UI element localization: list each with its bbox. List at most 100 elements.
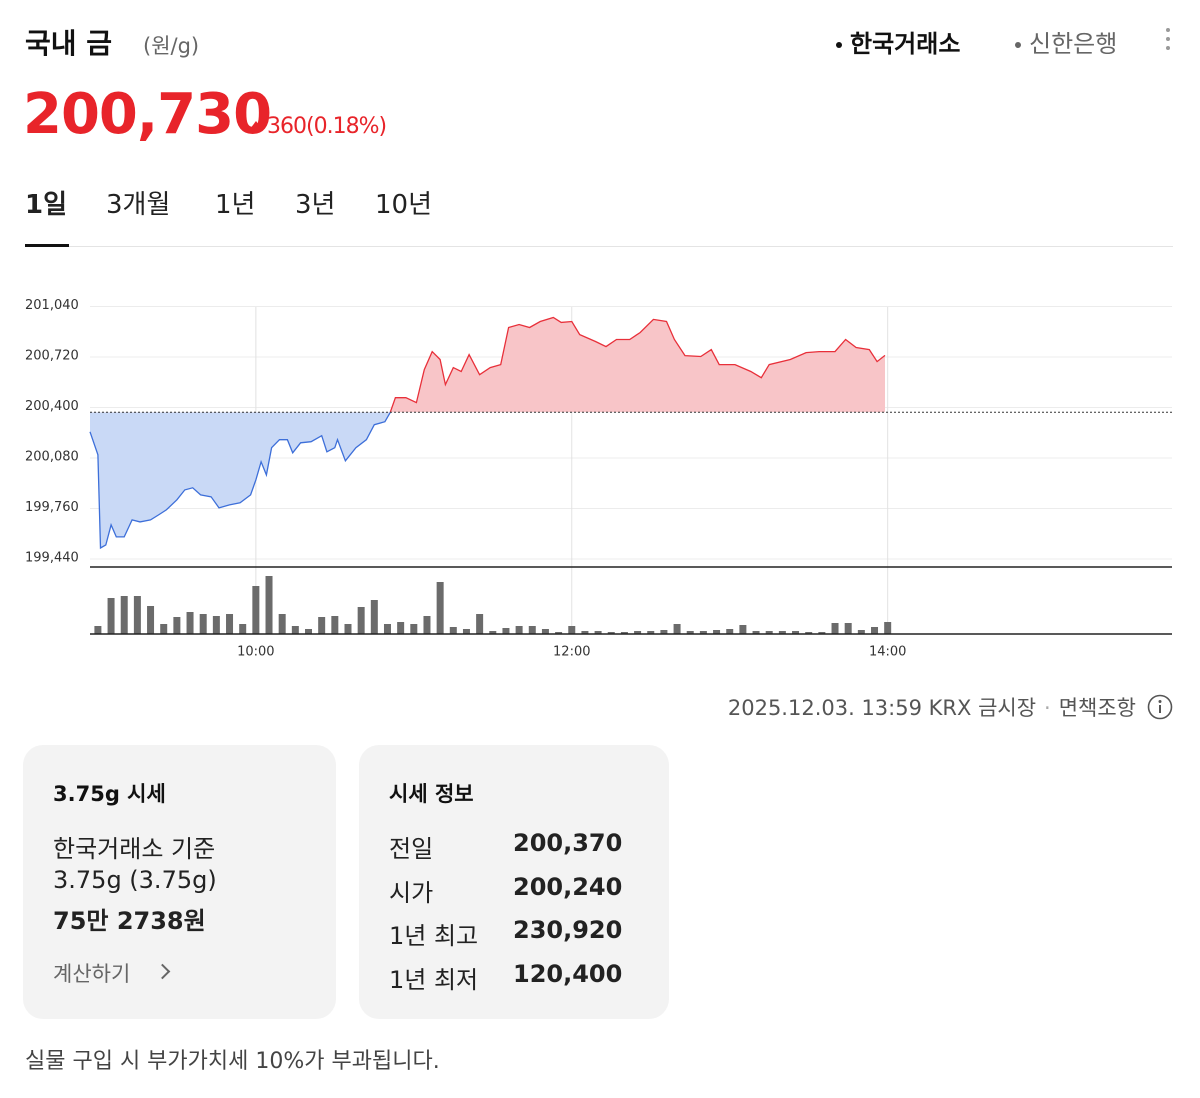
- volume-bar: [133, 596, 141, 634]
- volume-bar: [871, 627, 879, 634]
- volume-bar: [436, 582, 444, 634]
- volume-bar: [476, 614, 484, 634]
- volume-bar: [541, 629, 549, 634]
- volume-bar: [778, 631, 786, 634]
- volume-bar: [173, 617, 181, 634]
- volume-bar: [278, 614, 286, 634]
- volume-bar: [423, 616, 431, 634]
- volume-bar: [147, 606, 155, 634]
- volume-bar: [673, 624, 681, 634]
- source-tab[interactable]: 한국거래소: [836, 24, 960, 59]
- volume-bar: [239, 624, 247, 634]
- volume-bar: [699, 631, 707, 634]
- calculate-link[interactable]: 계산하기: [53, 962, 131, 986]
- volume-bar: [344, 624, 352, 634]
- card-title: 시세 정보: [389, 782, 474, 806]
- info-label: 전일: [389, 835, 434, 863]
- volume-bar: [752, 631, 760, 634]
- y-tick-label: 200,080: [25, 449, 79, 464]
- volume-bar: [449, 627, 457, 634]
- period-tab[interactable]: 3개월: [106, 190, 171, 220]
- x-tick-label: 10:00: [237, 645, 274, 660]
- area-above: [390, 317, 885, 413]
- volume-bar: [857, 630, 865, 634]
- volume-bar: [397, 622, 405, 634]
- page-title: 국내 금: [25, 27, 113, 60]
- volume-bar: [265, 576, 273, 634]
- volume-bar: [607, 632, 615, 634]
- volume-bar: [620, 632, 628, 634]
- volume-bar: [291, 626, 299, 634]
- volume-bar: [331, 616, 339, 634]
- volume-bar: [555, 632, 563, 634]
- volume-bar: [370, 600, 378, 634]
- change-rate: (0.18%): [306, 114, 387, 139]
- y-tick-label: 200,400: [25, 399, 79, 414]
- x-tick-label: 12:00: [553, 645, 590, 660]
- info-value: 120,400: [513, 959, 623, 988]
- volume-bar: [462, 629, 470, 634]
- volume-bar: [634, 631, 642, 634]
- info-value: 200,370: [513, 829, 623, 857]
- volume-bar: [489, 631, 497, 634]
- volume-bar: [844, 623, 852, 634]
- period-tab[interactable]: 3년: [295, 190, 336, 220]
- volume-bar: [739, 625, 747, 634]
- y-tick-label: 200,720: [25, 348, 79, 363]
- x-tick-label: 14:00: [869, 645, 906, 660]
- info-value: 230,920: [513, 916, 623, 944]
- volume-bar: [515, 626, 523, 634]
- card-price: 75만 2738원: [53, 907, 206, 935]
- line-above: [389, 316, 886, 413]
- period-tab[interactable]: 1일: [25, 190, 68, 220]
- weight-card: [23, 745, 336, 1019]
- source-label[interactable]: 한국거래소: [850, 30, 961, 58]
- card-text: 3.75g (3.75g): [53, 866, 217, 894]
- current-price: 200,730: [23, 82, 272, 147]
- volume-bar: [726, 629, 734, 634]
- volume-bar: [94, 626, 102, 634]
- source-tab[interactable]: 신한은행: [1015, 24, 1117, 59]
- volume-bar: [318, 617, 326, 634]
- area-below: [90, 412, 885, 548]
- info-label: 시가: [389, 878, 434, 907]
- volume-bar: [383, 624, 391, 634]
- note: 실물 구입 시 부가가치세 10%가 부과됩니다.: [25, 1049, 440, 1074]
- volume-bar: [792, 631, 800, 634]
- info-value: 200,240: [513, 872, 623, 901]
- volume-bar: [647, 631, 655, 634]
- volume-bar: [107, 598, 115, 634]
- info-card: [359, 745, 669, 1019]
- period-tab[interactable]: 1년: [215, 190, 256, 220]
- info-label: 1년 최저: [389, 965, 479, 994]
- volume-bar: [410, 624, 418, 634]
- volume-bar: [594, 631, 602, 634]
- volume-bar: [226, 614, 234, 634]
- up-arrow: [250, 121, 262, 129]
- volume-bar: [160, 624, 168, 634]
- volume-bar: [212, 616, 220, 634]
- volume-bar: [186, 612, 194, 634]
- footer: 2025.12.03. 13:59 KRX 금시장 · 면책조항: [727, 696, 1136, 720]
- disclaimer-link[interactable]: 면책조항: [1058, 696, 1136, 720]
- volume-bar: [199, 614, 207, 634]
- volume-bar: [252, 586, 260, 634]
- change: 360: [267, 114, 307, 139]
- volume-bar: [713, 630, 721, 634]
- timestamp: 2025.12.03. 13:59 KRX 금시장: [727, 696, 1037, 720]
- volume-bar: [805, 632, 813, 634]
- unit: (원/g): [143, 34, 200, 58]
- volume-bar: [357, 607, 365, 634]
- active-tab-indicator: [25, 244, 69, 247]
- volume-bar: [765, 631, 773, 634]
- volume-bar: [528, 626, 536, 634]
- volume-bar: [502, 628, 510, 634]
- info-icon[interactable]: [1147, 694, 1173, 720]
- chart: 199,440 199,760 200,080 200,400 200,720 201,0…: [25, 298, 1172, 660]
- menu-button[interactable]: [1166, 28, 1172, 55]
- period-tab[interactable]: 10년: [375, 190, 433, 220]
- card-text: 한국거래소 기준: [53, 835, 216, 863]
- source-label[interactable]: 신한은행: [1029, 30, 1118, 58]
- volume-bar: [581, 631, 589, 634]
